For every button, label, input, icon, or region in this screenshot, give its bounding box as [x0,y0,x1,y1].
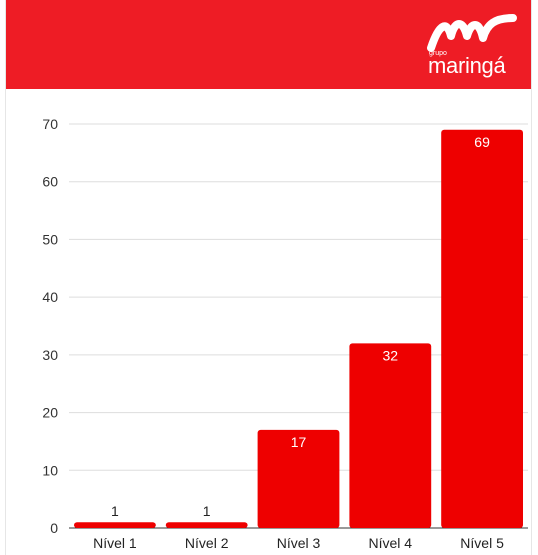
bar [441,129,523,528]
data-label: 17 [291,434,307,450]
bar-chart: 0 10 20 30 40 50 60 70 1 Nível 1 1 Nível 2 17 Nível 3… [42,116,528,551]
data-label: 32 [383,347,399,363]
y-tick-label: 30 [42,347,58,363]
x-tick-label: Nível 5 [460,535,504,551]
data-label: 69 [474,134,490,150]
bar [165,522,248,528]
bar [349,343,432,528]
x-tick-label: Nível 1 [93,535,137,551]
logo-small-text: grupo [429,50,447,57]
data-label: 1 [203,503,211,519]
data-label: 1 [111,503,119,519]
y-tick-label: 0 [50,520,58,536]
x-tick-label: Nível 3 [277,535,321,551]
brand-header: grupo maringá [6,0,531,89]
y-tick-label: 50 [42,231,58,247]
x-tick-label: Nível 2 [185,535,229,551]
grupo-maringa-logo: grupo maringá [421,14,521,78]
bar [257,429,340,528]
y-tick-label: 10 [42,462,58,478]
y-tick-label: 60 [42,174,58,190]
bar [74,522,156,528]
y-tick-label: 40 [42,289,58,305]
logo-wordmark: maringá [428,53,506,78]
x-tick-label: Nível 4 [369,535,413,551]
y-tick-label: 20 [42,405,58,421]
maringa-m-icon [427,14,517,52]
y-tick-label: 70 [42,116,58,132]
chart-card: grupo maringá 0 10 20 30 40 50 60 70 1 Nível 1 1 Ní… [5,0,532,555]
